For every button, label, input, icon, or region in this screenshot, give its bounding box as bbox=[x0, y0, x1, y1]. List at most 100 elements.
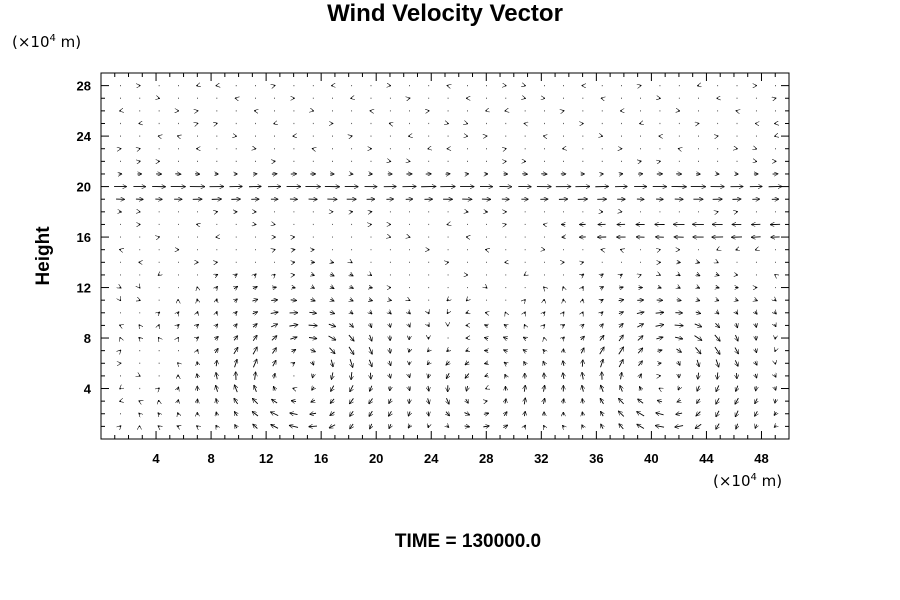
wind-arrow bbox=[308, 338, 317, 339]
wind-arrow bbox=[348, 346, 354, 355]
wind-arrow bbox=[292, 350, 296, 352]
wind-arrow bbox=[428, 398, 430, 403]
wind-arrow bbox=[427, 362, 429, 365]
wind-arrow bbox=[350, 411, 353, 416]
wind-arrow bbox=[271, 412, 279, 417]
wind-arrow bbox=[775, 399, 776, 403]
wind-arrow bbox=[271, 424, 279, 429]
wind-arrow bbox=[311, 400, 315, 402]
wind-arrow bbox=[234, 385, 237, 393]
wind-arrow bbox=[735, 360, 738, 366]
wind-arrow bbox=[309, 312, 316, 313]
wind-arrow bbox=[678, 387, 679, 390]
wind-arrow bbox=[234, 412, 237, 416]
wind-arrow bbox=[695, 423, 702, 428]
wind-arrow bbox=[736, 311, 738, 314]
x-tick-label: 32 bbox=[534, 451, 548, 466]
wind-arrow bbox=[216, 299, 217, 302]
wind-arrow bbox=[139, 300, 140, 301]
wind-arrow bbox=[486, 388, 487, 389]
wind-arrow bbox=[716, 312, 719, 314]
time-label: TIME = 130000.0 bbox=[394, 531, 542, 552]
x-tick-label: 40 bbox=[644, 451, 658, 466]
wind-arrow bbox=[755, 300, 758, 301]
wind-arrow bbox=[736, 322, 738, 328]
wind-arrow bbox=[618, 312, 623, 314]
wind-arrow bbox=[485, 338, 489, 339]
wind-arrow bbox=[504, 350, 508, 352]
wind-arrow bbox=[350, 359, 353, 367]
wind-arrow bbox=[215, 348, 218, 352]
wind-arrow bbox=[655, 426, 665, 428]
wind-arrow bbox=[235, 425, 237, 428]
wind-arrow bbox=[657, 400, 663, 401]
wind-arrow bbox=[389, 374, 390, 378]
wind-arrow bbox=[177, 312, 178, 314]
wind-arrow bbox=[694, 335, 702, 341]
wind-arrow bbox=[464, 413, 469, 415]
wind-arrow bbox=[774, 412, 776, 415]
wind-arrow bbox=[273, 386, 275, 390]
wind-arrow bbox=[563, 399, 564, 404]
wind-arrow bbox=[601, 299, 604, 301]
wind-arrow bbox=[255, 372, 256, 380]
wind-arrow bbox=[196, 337, 198, 339]
wind-arrow bbox=[447, 350, 449, 352]
wind-arrow bbox=[736, 423, 738, 429]
wind-arrow bbox=[272, 348, 276, 354]
wind-arrow bbox=[331, 385, 334, 392]
wind-arrow bbox=[158, 426, 159, 427]
wind-arrow bbox=[447, 312, 448, 314]
wind-arrow bbox=[465, 362, 469, 365]
wind-arrow bbox=[563, 287, 564, 289]
wind-arrow bbox=[139, 325, 140, 326]
wind-arrow bbox=[524, 425, 525, 427]
wind-arrow bbox=[370, 312, 372, 314]
wind-arrow bbox=[735, 410, 738, 417]
wind-arrow bbox=[293, 363, 295, 364]
wind-arrow bbox=[252, 312, 258, 314]
wind-arrow bbox=[775, 387, 776, 390]
wind-arrow bbox=[601, 385, 604, 392]
wind-arrow bbox=[234, 286, 237, 288]
wind-arrow bbox=[389, 398, 391, 404]
wind-arrow bbox=[253, 324, 257, 327]
x-unit-prefix: (×10 bbox=[713, 472, 751, 490]
wind-arrow bbox=[524, 275, 525, 276]
x-tick-label: 20 bbox=[369, 451, 383, 466]
wind-arrow bbox=[234, 299, 237, 301]
wind-arrow bbox=[657, 350, 661, 351]
wind-arrow bbox=[252, 299, 257, 301]
x-tick-label: 16 bbox=[314, 451, 328, 466]
x-tick-label: 4 bbox=[152, 451, 160, 466]
wind-arrow bbox=[370, 323, 372, 327]
wind-arrow bbox=[563, 312, 564, 314]
wind-arrow bbox=[389, 424, 391, 428]
wind-arrow bbox=[716, 423, 719, 430]
wind-arrow bbox=[676, 300, 681, 301]
wind-arrow bbox=[120, 388, 121, 389]
y-tick-label: 24 bbox=[77, 129, 92, 144]
wind-arrow bbox=[756, 323, 757, 327]
wind-arrow bbox=[676, 349, 681, 352]
wind-arrow bbox=[290, 300, 297, 301]
wind-arrow bbox=[504, 362, 507, 364]
wind-arrow bbox=[581, 324, 583, 326]
x-unit-suffix: m) bbox=[756, 472, 783, 490]
wind-arrow bbox=[503, 425, 507, 427]
wind-arrow bbox=[637, 324, 643, 327]
wind-arrow bbox=[390, 348, 391, 353]
wind-arrow bbox=[178, 337, 179, 338]
wind-arrow bbox=[216, 360, 217, 367]
wind-arrow bbox=[640, 275, 641, 276]
wind-arrow bbox=[775, 275, 776, 276]
wind-arrow bbox=[674, 325, 684, 326]
wind-arrow bbox=[675, 337, 683, 339]
wind-arrow bbox=[272, 399, 278, 403]
wind-arrow bbox=[252, 347, 257, 355]
wind-arrow bbox=[636, 312, 644, 314]
wind-arrow bbox=[447, 300, 448, 301]
wind-arrow bbox=[331, 262, 334, 263]
wind-arrow bbox=[659, 275, 660, 276]
wind-arrow bbox=[621, 372, 622, 380]
